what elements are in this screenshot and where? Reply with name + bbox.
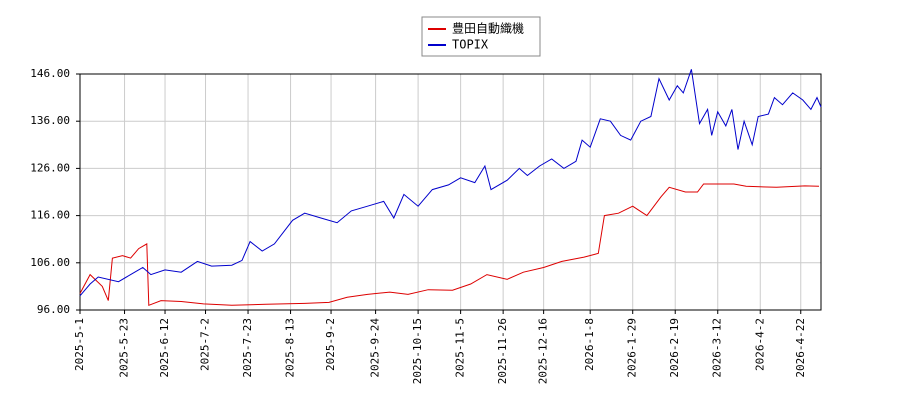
legend-label: TOPIX xyxy=(452,38,489,52)
legend-box xyxy=(421,16,541,57)
x-tick-label: 2026-1-8 xyxy=(583,318,596,371)
x-tick-label: 2025-9-24 xyxy=(369,318,382,378)
y-tick-label: 126.00 xyxy=(30,161,70,174)
x-tick-label: 2025-12-16 xyxy=(537,318,550,384)
x-tick-label: 2026-3-12 xyxy=(711,318,724,378)
y-tick-label: 106.00 xyxy=(30,256,70,269)
x-tick-label: 2025-9-2 xyxy=(324,318,337,371)
y-tick-label: 116.00 xyxy=(30,209,70,222)
y-tick-label: 96.00 xyxy=(37,303,70,316)
x-tick-label: 2025-7-2 xyxy=(199,318,212,371)
y-tick-label: 136.00 xyxy=(30,114,70,127)
x-tick-label: 2026-1-29 xyxy=(626,318,639,378)
x-tick-label: 2026-2-19 xyxy=(668,318,681,378)
x-tick-label: 2025-5-23 xyxy=(118,318,131,378)
x-tick-label: 2025-11-26 xyxy=(496,318,509,384)
x-tick-label: 2025-5-1 xyxy=(73,318,86,371)
series-line xyxy=(79,69,822,297)
plot-frame xyxy=(79,73,822,311)
y-tick-label: 146.00 xyxy=(30,67,70,80)
x-tick-label: 2026-4-2 xyxy=(753,318,766,371)
series-line xyxy=(79,183,820,307)
x-tick-label: 2025-11-5 xyxy=(454,318,467,378)
x-tick-label: 2025-6-12 xyxy=(158,318,171,378)
x-tick-label: 2025-10-15 xyxy=(411,318,424,384)
x-tick-label: 2026-4-22 xyxy=(794,318,807,378)
x-tick-label: 2025-7-23 xyxy=(241,318,254,378)
x-tick-label: 2025-8-13 xyxy=(284,318,297,378)
legend-label: 豊田自動織機 xyxy=(452,21,524,36)
